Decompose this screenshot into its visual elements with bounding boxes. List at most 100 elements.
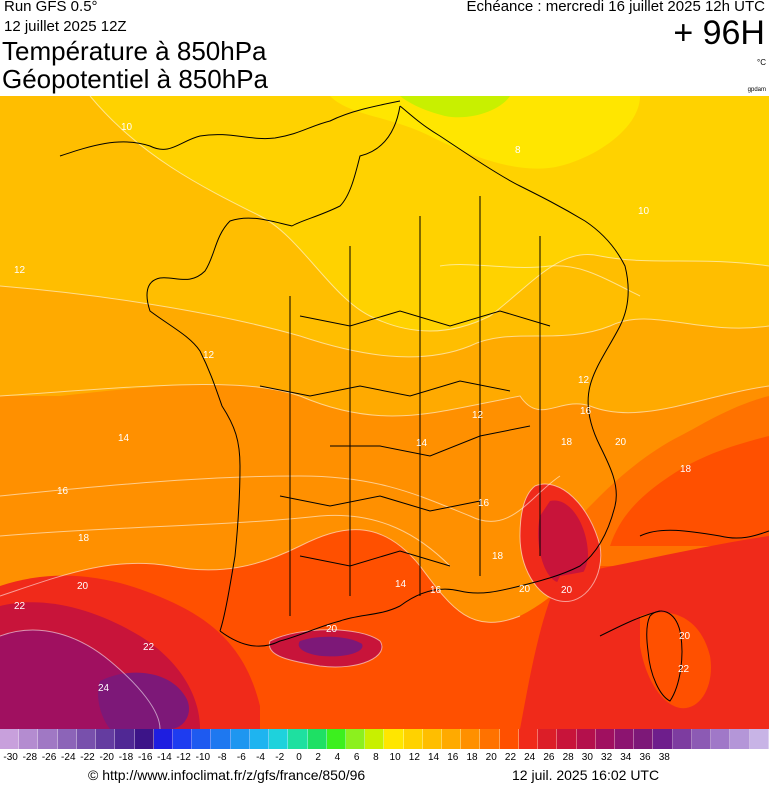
contour-label: 14 [395, 579, 407, 590]
scale-swatch [19, 729, 39, 749]
scale-swatch [115, 729, 135, 749]
contour-label: 16 [57, 486, 69, 497]
scale-swatch [480, 729, 500, 749]
scale-tick-label: 6 [353, 752, 360, 763]
field-8 [330, 96, 640, 169]
scale-swatch [461, 729, 481, 749]
scale-swatch [96, 729, 116, 749]
title-temperature: Température à 850hPa [2, 36, 267, 66]
scale-swatch [57, 729, 77, 749]
contour-label: 10 [638, 206, 650, 217]
field-28-pyrenees [298, 636, 363, 657]
scale-swatch [249, 729, 270, 749]
scale-tick-label: 26 [543, 752, 555, 763]
scale-tick-label: 20 [485, 752, 497, 763]
field-24-alps [538, 500, 588, 584]
scale-tick-label: 36 [639, 752, 651, 763]
scale-tick-label: 32 [601, 752, 613, 763]
contour-label: 18 [78, 533, 90, 544]
field-cold [400, 96, 510, 118]
temperature-map: 10 8 10 12 12 12 14 14 12 16 16 18 18 18… [0, 96, 769, 729]
contour-label: 16 [430, 585, 442, 596]
scale-swatch [691, 729, 712, 749]
scale-swatch [403, 729, 423, 749]
scale-swatch [442, 729, 462, 749]
scale-swatch [499, 729, 519, 749]
scale-swatch [230, 729, 250, 749]
scale-tick-label: 10 [389, 752, 401, 763]
contour-label: 20 [561, 585, 573, 596]
contour-label: 20 [519, 584, 531, 595]
field-10 [90, 96, 769, 331]
scale-swatch [307, 729, 327, 749]
scale-tick-label: -16 [137, 752, 153, 763]
scale-swatch [730, 729, 750, 749]
color-scale [0, 729, 769, 749]
scale-tick-label: 28 [562, 752, 574, 763]
scale-swatch [518, 729, 539, 749]
field-28-sw [98, 672, 190, 729]
scale-tick-label: -2 [275, 752, 285, 763]
contour-label: 22 [14, 601, 26, 612]
brand-mark: gpdam [747, 87, 766, 93]
scale-swatch [615, 729, 635, 749]
scale-swatch [134, 729, 154, 749]
scale-swatch [76, 729, 97, 749]
lead-time: + 96H [673, 14, 765, 52]
scale-swatch [538, 729, 558, 749]
scale-tick-label: -20 [99, 752, 114, 763]
contour-label: 22 [678, 664, 690, 675]
scale-tick-label: -24 [61, 752, 76, 763]
scale-swatch [326, 729, 346, 749]
scale-tick-label: -10 [195, 752, 211, 763]
scale-tick-label: -18 [118, 752, 134, 763]
scale-swatch [172, 729, 193, 749]
scale-tick-label: 22 [504, 752, 517, 763]
color-scale-ticks: -30 -28 -26 -24 -22 -20 -18 -16 -14 -12 -10 -8 -6 -4-… [0, 752, 769, 766]
scale-tick-label: -6 [236, 752, 246, 763]
contour-label: 12 [14, 265, 26, 276]
scale-swatch [288, 729, 308, 749]
contour-label: 12 [472, 410, 484, 421]
scale-tick-label: 12 [408, 752, 420, 763]
scale-swatch [749, 729, 769, 749]
scale-tick-label: -28 [22, 752, 38, 763]
source-url[interactable]: © http://www.infoclimat.fr/z/gfs/france/… [88, 767, 366, 783]
scale-swatch [711, 729, 731, 749]
scale-swatch [38, 729, 58, 749]
generated-time: 12 juil. 2025 16:02 UTC [512, 767, 660, 783]
scale-tick-label: 0 [296, 752, 302, 763]
map-canvas: 10 8 10 12 12 12 14 14 12 16 16 18 18 18… [0, 96, 769, 729]
scale-tick-label: 38 [658, 752, 670, 763]
scale-tick-label: 24 [524, 752, 536, 763]
scale-swatch [672, 729, 692, 749]
scale-tick-label: 30 [581, 752, 593, 763]
scale-swatch [634, 729, 654, 749]
scale-tick-label: 34 [620, 752, 632, 763]
scale-tick-label: -4 [256, 752, 265, 763]
scale-swatch [211, 729, 231, 749]
scale-tick-label: -8 [217, 752, 227, 763]
contour-label: 12 [578, 375, 590, 386]
scale-swatch [153, 729, 173, 749]
header: Run GFS 0.5° 12 juillet 2025 12Z Tempéra… [0, 0, 769, 96]
contour-label: 10 [121, 122, 133, 133]
scale-swatch [557, 729, 577, 749]
scale-tick-label: -26 [41, 752, 57, 763]
contour-label: 24 [98, 683, 110, 694]
contour-label: 20 [326, 624, 338, 635]
scale-swatch [0, 729, 20, 749]
contour-label: 22 [143, 642, 155, 653]
scale-swatch [269, 729, 289, 749]
scale-tick-label: -12 [176, 752, 191, 763]
field-20-corsica [640, 612, 711, 709]
field-20-east [610, 436, 769, 546]
run-date: 12 juillet 2025 12Z [4, 18, 127, 35]
coastline-borders [59, 100, 769, 702]
run-label: Run GFS 0.5° [4, 0, 98, 15]
scale-tick-label: 16 [447, 752, 459, 763]
unit-label: °C [757, 58, 766, 67]
contour-label: 18 [492, 551, 504, 562]
scale-swatch [384, 729, 404, 749]
scale-swatch [576, 729, 596, 749]
